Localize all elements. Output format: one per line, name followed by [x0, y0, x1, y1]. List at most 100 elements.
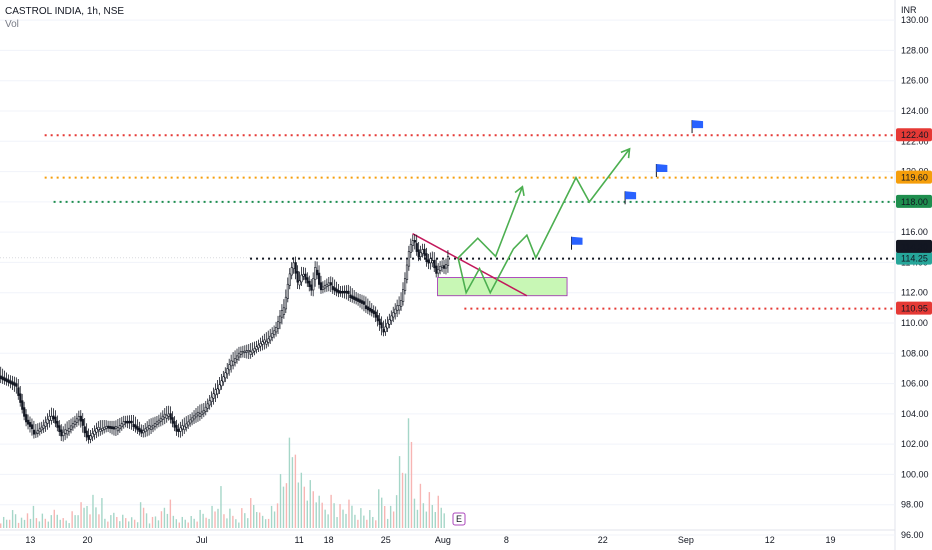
- candle-body: [288, 273, 291, 286]
- volume-bar: [226, 518, 228, 528]
- volume-bar: [294, 454, 297, 528]
- candle-body: [349, 294, 352, 298]
- flag-icon: [692, 120, 704, 129]
- volume-bar: [383, 505, 386, 528]
- candle-body: [7, 379, 10, 383]
- candle-body: [56, 420, 59, 428]
- candle-body: [32, 429, 36, 435]
- candle-body: [226, 368, 229, 375]
- volume-bar: [291, 457, 294, 528]
- candle-body: [407, 251, 411, 267]
- volume-bar: [401, 472, 404, 528]
- candle-body: [116, 427, 120, 432]
- candle-body: [302, 274, 305, 277]
- volume-bar: [83, 507, 85, 528]
- volume-bar: [398, 456, 401, 528]
- candle-body: [435, 265, 438, 274]
- y-tick-label: 102.00: [901, 439, 929, 449]
- volume-bar: [193, 518, 195, 528]
- volume-bar: [29, 518, 32, 528]
- candle-body: [230, 360, 233, 367]
- volume-bar: [95, 507, 97, 528]
- candle-body: [17, 387, 20, 396]
- volume-bar: [416, 509, 419, 528]
- candle-body: [310, 284, 313, 291]
- volume-bar: [342, 509, 344, 528]
- level-tag: [896, 251, 932, 265]
- candle-body: [214, 389, 217, 396]
- y-tick-label: 122.00: [901, 136, 929, 146]
- volume-bar: [133, 519, 136, 528]
- candle-body: [198, 413, 202, 417]
- candle-body: [140, 429, 143, 434]
- candle-body: [398, 305, 401, 311]
- time-axis[interactable]: 13 20 Jul 11 18 25 Aug 8 22 Sep 12 19: [25, 535, 835, 545]
- volume-bar: [369, 510, 371, 528]
- candle-body: [89, 435, 92, 440]
- candle-body: [101, 428, 104, 431]
- candle-body: [368, 307, 372, 312]
- volume-bar: [306, 500, 308, 528]
- candle-body: [378, 318, 381, 325]
- candle-body: [153, 423, 157, 427]
- volume-bar: [303, 486, 306, 528]
- candle-body: [429, 258, 432, 264]
- volume-bar: [68, 523, 70, 528]
- candle-body: [247, 350, 250, 353]
- candle-body: [216, 388, 219, 395]
- candle-body: [204, 406, 207, 412]
- x-tick-label: Sep: [678, 535, 694, 545]
- candle-body: [54, 416, 57, 424]
- volume-bar: [360, 508, 362, 528]
- volume-bar: [434, 511, 436, 528]
- price-axis[interactable]: 96.00 98.00 100.00 102.00 104.00 106.00 108.00…: [896, 5, 932, 540]
- candle-body: [9, 380, 12, 384]
- x-tick-label: 22: [598, 535, 608, 545]
- candle-body: [319, 282, 323, 291]
- candle-body: [304, 273, 307, 280]
- volume-bar: [276, 503, 279, 528]
- volume-bar: [407, 418, 410, 528]
- candle-body: [130, 420, 133, 424]
- candle-body: [191, 417, 194, 422]
- volume-bar: [425, 511, 428, 528]
- y-tick-label: 112.00: [901, 288, 928, 298]
- candle-body: [253, 348, 256, 352]
- volume-bar: [122, 514, 124, 528]
- volume-bar: [20, 517, 23, 528]
- level-tag-label: 114.25: [901, 254, 928, 264]
- candle-body: [144, 428, 147, 432]
- candle-body: [243, 350, 247, 353]
- volume-bar: [59, 519, 61, 528]
- candle-body: [292, 262, 295, 270]
- volume-bar: [50, 515, 53, 528]
- level-tag-label: 119.60: [901, 173, 928, 183]
- candle-body: [148, 425, 151, 429]
- candle-body: [169, 413, 172, 420]
- candle-body: [167, 413, 170, 417]
- volume-bar: [0, 523, 2, 528]
- y-tick-label: 96.00: [901, 530, 924, 540]
- candle-body: [138, 427, 141, 432]
- volume-bar: [130, 517, 133, 528]
- volume-bar: [357, 519, 359, 528]
- volume-bar: [381, 497, 383, 528]
- volume-bar: [410, 441, 413, 528]
- volume-bar: [110, 515, 112, 528]
- candle-body: [46, 418, 49, 424]
- candle-body: [409, 244, 413, 253]
- candle-body: [171, 417, 174, 424]
- demand-zone-box: [437, 277, 568, 297]
- candle-body: [355, 297, 358, 301]
- flag-icon: [571, 236, 583, 245]
- volume-bar: [181, 516, 183, 528]
- volume-bar: [437, 495, 439, 528]
- candle-body: [376, 315, 379, 322]
- candle-body: [396, 305, 399, 311]
- volume-bar: [339, 504, 341, 528]
- x-tick-label: Jul: [196, 535, 208, 545]
- x-tick-label: 12: [765, 535, 775, 545]
- candle-body: [259, 343, 262, 347]
- flag-icon: [656, 164, 668, 173]
